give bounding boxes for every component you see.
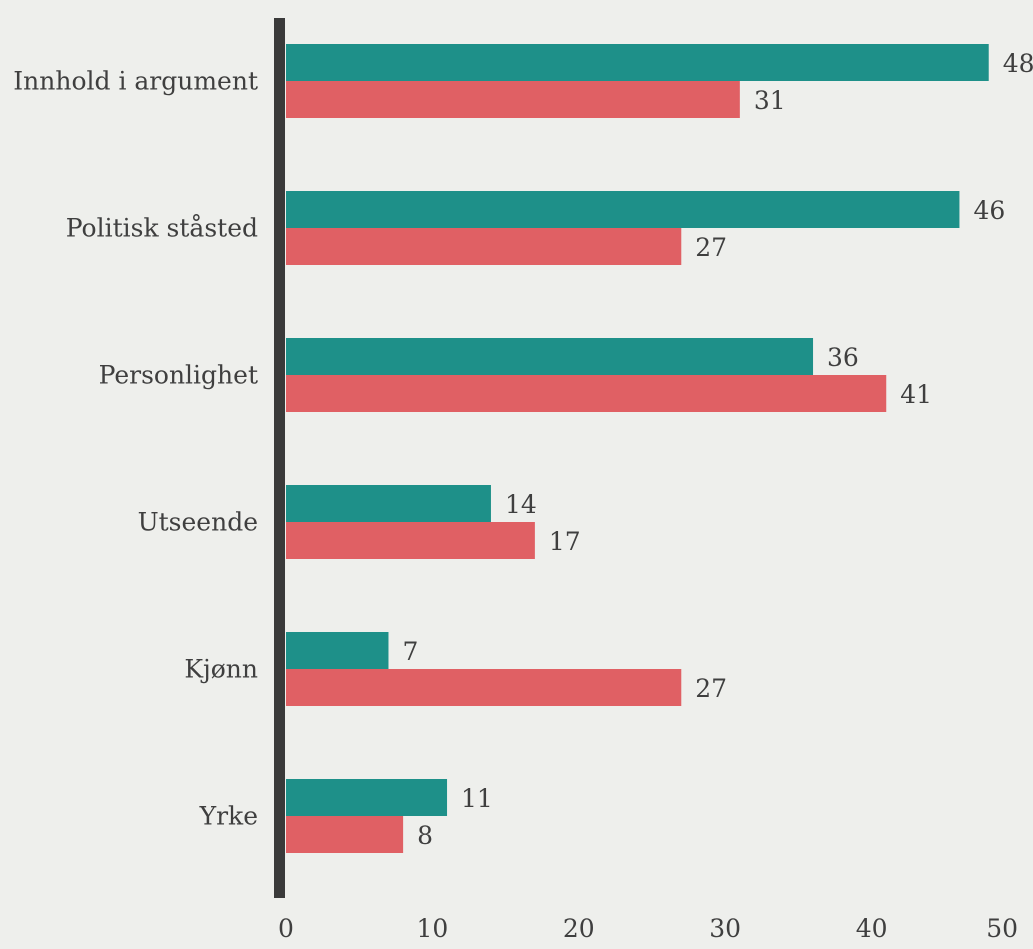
category-labels: Innhold i argument Politisk ståsted Person… <box>13 67 258 831</box>
value-label: 27 <box>695 674 727 703</box>
value-label: 31 <box>754 86 786 115</box>
value-label: 11 <box>461 784 493 813</box>
value-labels: 48 31 46 27 36 41 14 17 7 27 11 8 <box>402 49 1033 850</box>
value-label: 36 <box>827 343 859 372</box>
x-tick-labels: 0 10 20 30 40 50 <box>278 914 1018 943</box>
value-label: 27 <box>695 233 727 262</box>
category-label: Kjønn <box>184 655 258 684</box>
bar-teal-1 <box>286 191 960 228</box>
value-label: 7 <box>402 637 418 666</box>
bar-red-5 <box>286 816 404 853</box>
bar-red-0 <box>286 81 740 118</box>
bar-red-1 <box>286 228 682 265</box>
value-label: 17 <box>549 527 581 556</box>
x-tick-label: 30 <box>709 914 741 943</box>
bar-red-2 <box>286 375 887 412</box>
bar-red-3 <box>286 522 535 559</box>
bars-group <box>286 44 989 853</box>
x-tick-label: 10 <box>416 914 448 943</box>
y-axis-line <box>274 18 285 898</box>
category-label: Yrke <box>199 802 258 831</box>
bar-teal-5 <box>286 779 448 816</box>
value-label: 41 <box>900 380 932 409</box>
bar-red-4 <box>286 669 682 706</box>
bar-teal-0 <box>286 44 989 81</box>
category-label: Innhold i argument <box>13 67 258 96</box>
bar-teal-4 <box>286 632 389 669</box>
category-label: Utseende <box>138 508 258 537</box>
bar-teal-2 <box>286 338 814 375</box>
value-label: 48 <box>1003 49 1033 78</box>
x-tick-label: 0 <box>278 914 294 943</box>
value-label: 14 <box>505 490 537 519</box>
bar-teal-3 <box>286 485 491 522</box>
value-label: 46 <box>973 196 1005 225</box>
x-tick-label: 20 <box>563 914 595 943</box>
x-tick-label: 50 <box>986 914 1018 943</box>
category-label: Personlighet <box>99 361 258 390</box>
category-label: Politisk ståsted <box>66 214 258 243</box>
value-label: 8 <box>417 821 433 850</box>
x-tick-label: 40 <box>856 914 888 943</box>
